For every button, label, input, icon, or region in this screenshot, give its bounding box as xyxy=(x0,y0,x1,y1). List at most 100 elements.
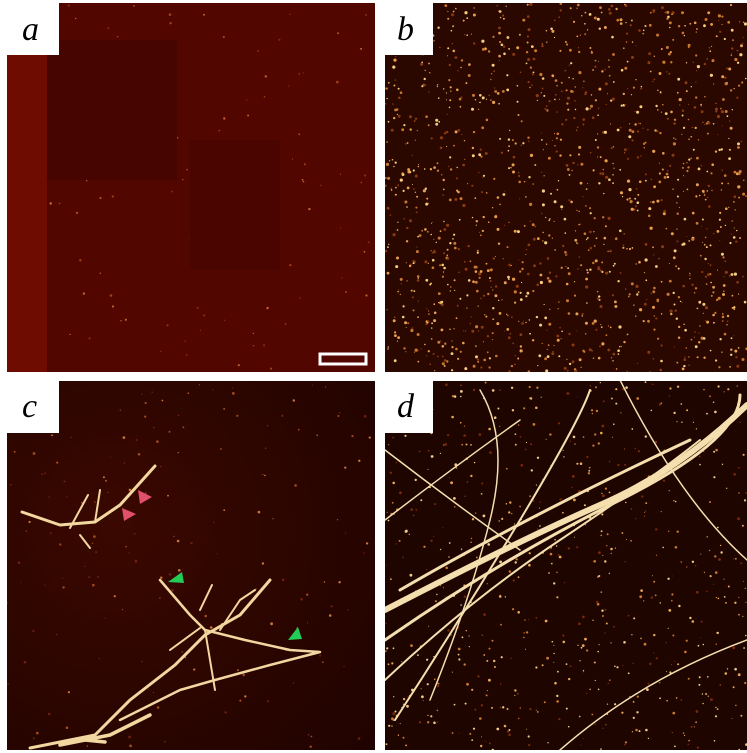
speckle xyxy=(412,155,413,156)
speckle xyxy=(223,509,225,511)
speckle xyxy=(669,395,670,396)
speckle xyxy=(432,252,433,253)
speckle xyxy=(548,157,551,160)
speckle xyxy=(464,426,465,427)
speckle xyxy=(444,359,447,362)
speckle xyxy=(537,100,538,101)
speckle xyxy=(409,219,412,222)
speckle xyxy=(544,108,546,110)
speckle xyxy=(289,264,291,266)
speckle xyxy=(87,745,88,746)
speckle xyxy=(636,397,639,400)
speckle xyxy=(699,464,701,466)
speckle xyxy=(66,496,67,497)
speckle xyxy=(556,572,557,573)
speckle xyxy=(728,68,731,71)
speckle xyxy=(528,370,530,372)
speckle xyxy=(406,227,408,229)
speckle xyxy=(574,239,577,242)
speckle xyxy=(300,598,303,601)
speckle xyxy=(466,34,468,36)
speckle xyxy=(436,594,437,595)
speckle xyxy=(112,305,114,307)
speckle xyxy=(670,61,672,63)
speckle xyxy=(734,171,737,174)
speckle xyxy=(171,191,173,193)
speckle xyxy=(608,683,609,684)
speckle xyxy=(492,307,494,309)
speckle xyxy=(312,384,313,385)
speckle xyxy=(306,594,308,596)
speckle xyxy=(631,508,633,510)
speckle xyxy=(486,119,489,122)
speckle xyxy=(475,512,476,513)
speckle xyxy=(343,666,344,667)
speckle xyxy=(609,573,610,574)
speckle xyxy=(592,620,593,621)
speckle xyxy=(620,18,623,21)
speckle xyxy=(428,313,430,315)
speckle xyxy=(722,464,723,465)
speckle xyxy=(33,452,36,455)
speckle xyxy=(597,18,600,21)
speckle xyxy=(447,434,449,436)
speckle xyxy=(498,55,501,58)
speckle xyxy=(572,475,575,478)
speckle xyxy=(641,495,643,497)
speckle xyxy=(493,70,495,72)
speckle xyxy=(128,736,131,739)
speckle xyxy=(490,79,491,80)
speckle xyxy=(44,472,46,474)
speckle xyxy=(453,497,456,500)
speckle xyxy=(669,387,671,389)
speckle xyxy=(89,337,91,339)
speckle xyxy=(629,129,632,132)
speckle xyxy=(590,247,592,249)
speckle xyxy=(437,683,439,685)
speckle xyxy=(501,152,503,154)
speckle xyxy=(739,53,742,56)
speckle xyxy=(446,92,447,93)
speckle xyxy=(499,138,501,140)
speckle xyxy=(544,317,547,320)
speckle xyxy=(595,680,596,681)
speckle xyxy=(342,278,343,279)
speckle xyxy=(506,74,508,76)
speckle xyxy=(476,290,479,293)
speckle xyxy=(672,189,673,190)
speckle xyxy=(405,530,408,533)
speckle xyxy=(100,197,102,199)
speckle xyxy=(566,102,568,104)
speckle xyxy=(262,562,264,564)
speckle xyxy=(582,87,583,88)
speckle xyxy=(601,514,603,516)
speckle xyxy=(642,128,643,129)
speckle xyxy=(523,321,524,322)
speckle xyxy=(673,292,675,294)
speckle xyxy=(416,211,418,213)
speckle xyxy=(635,316,636,317)
speckle xyxy=(661,112,662,113)
speckle xyxy=(653,329,655,331)
speckle xyxy=(499,204,501,206)
speckle xyxy=(615,8,617,10)
speckle xyxy=(598,88,601,91)
speckle xyxy=(464,596,466,598)
panel-label: b xyxy=(397,11,414,48)
speckle xyxy=(586,693,587,694)
speckle xyxy=(681,134,682,135)
speckle xyxy=(391,189,392,190)
speckle xyxy=(662,547,664,549)
speckle xyxy=(686,640,688,642)
speckle xyxy=(288,86,289,87)
speckle xyxy=(742,276,744,278)
speckle xyxy=(506,6,507,7)
speckle xyxy=(262,474,263,475)
speckle xyxy=(518,321,519,322)
speckle xyxy=(464,663,466,665)
speckle xyxy=(703,313,704,314)
speckle xyxy=(577,126,579,128)
speckle xyxy=(744,301,747,304)
speckle xyxy=(652,201,655,204)
speckle xyxy=(701,226,702,227)
